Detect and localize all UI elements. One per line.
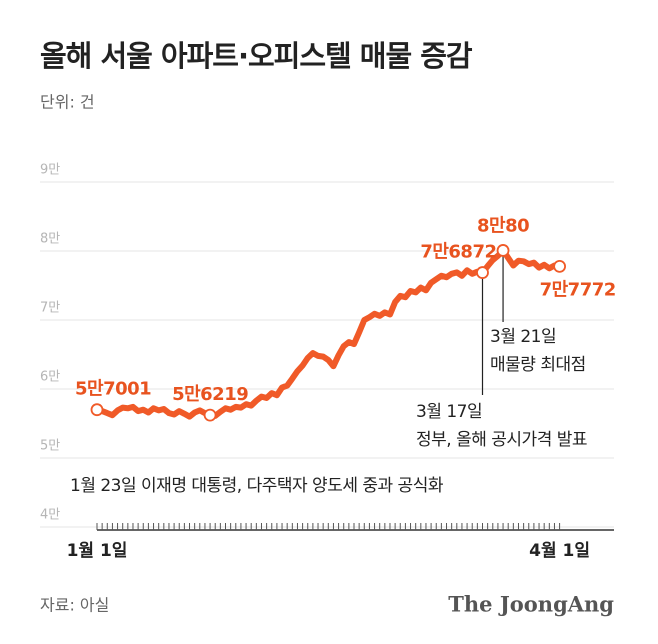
brand: The JoongAng <box>448 592 614 617</box>
unit-label: 단위: 건 <box>40 93 95 112</box>
point-marker <box>496 244 510 257</box>
y-tick-label: 9만 <box>40 163 60 178</box>
value-label: 7만7772 <box>540 279 616 300</box>
annotation: 3월 21일 <box>490 327 556 347</box>
y-tick-label: 5만 <box>40 439 60 454</box>
value-label: 7만6872 <box>420 242 496 263</box>
point-marker <box>203 408 217 422</box>
x-tick-label: 1월 1일 <box>67 541 128 561</box>
point-marker <box>476 266 489 279</box>
point-marker <box>90 403 104 417</box>
y-tick-label: 6만 <box>40 370 60 385</box>
y-tick-label: 8만 <box>40 232 60 247</box>
x-tick-label: 4월 1일 <box>529 541 590 561</box>
point-marker <box>553 259 566 273</box>
annotation: 3월 17일 <box>416 402 482 422</box>
y-tick-label: 4만 <box>40 508 60 523</box>
value-label: 8만80 <box>477 215 529 236</box>
value-label: 5만6219 <box>172 384 248 405</box>
chart-title: 올해 서울 아파트·오피스텔 매물 증감 <box>40 39 473 73</box>
annotation: 정부, 올해 공시가격 발표 <box>416 430 587 450</box>
value-label: 5만7001 <box>75 379 151 400</box>
y-tick-label: 7만 <box>40 301 60 316</box>
source: 자료: 아실 <box>40 596 109 615</box>
annotation: 1월 23일 이재명 대통령, 다주택자 양도세 중과 공식화 <box>70 476 444 496</box>
annotation: 매물량 최대점 <box>490 355 586 375</box>
